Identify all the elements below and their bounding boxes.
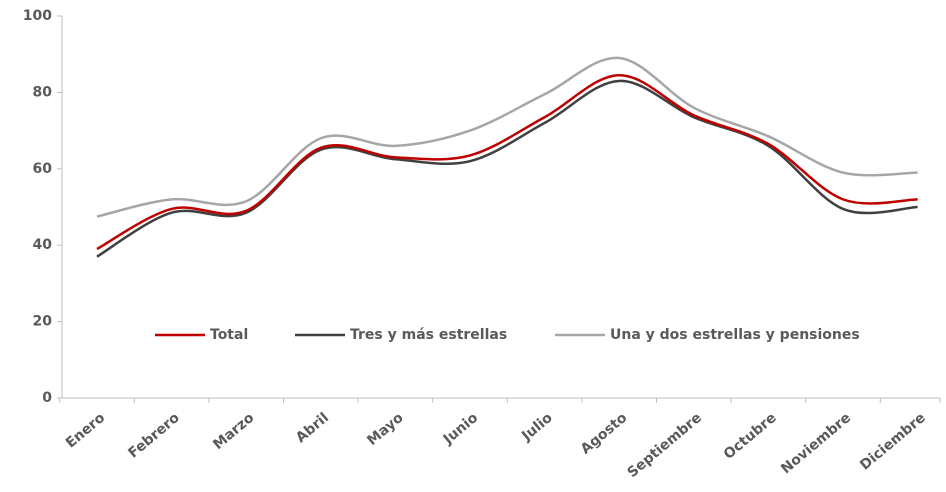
x-tick-label: Septiembre — [624, 410, 704, 481]
x-tick-label: Abril — [293, 410, 332, 446]
x-tick-label: Octubre — [721, 410, 780, 463]
x-tick-label: Noviembre — [778, 410, 854, 477]
series-line — [96, 79, 918, 258]
series-line — [96, 73, 918, 251]
y-tick-label: 80 — [33, 84, 53, 100]
x-tick-label: Mayo — [364, 410, 407, 449]
x-tick-label: Julio — [518, 410, 556, 445]
x-tick-label: Diciembre — [857, 410, 929, 474]
y-tick-label: 60 — [33, 161, 53, 177]
y-tick-label: 0 — [42, 390, 52, 406]
x-tick-label: Febrero — [125, 410, 183, 462]
series-line — [96, 56, 918, 218]
legend-label: Una y dos estrellas y pensiones — [610, 327, 860, 343]
y-tick-label: 100 — [23, 8, 52, 24]
x-tick-label: Marzo — [210, 410, 257, 453]
x-tick-label: Junio — [440, 410, 482, 449]
y-tick-label: 20 — [33, 314, 53, 330]
y-tick-label: 40 — [33, 237, 53, 253]
legend-label: Tres y más estrellas — [350, 327, 507, 343]
x-tick-label: Agosto — [578, 410, 631, 458]
x-tick-label: Enero — [63, 410, 108, 452]
legend-label: Total — [210, 327, 248, 343]
